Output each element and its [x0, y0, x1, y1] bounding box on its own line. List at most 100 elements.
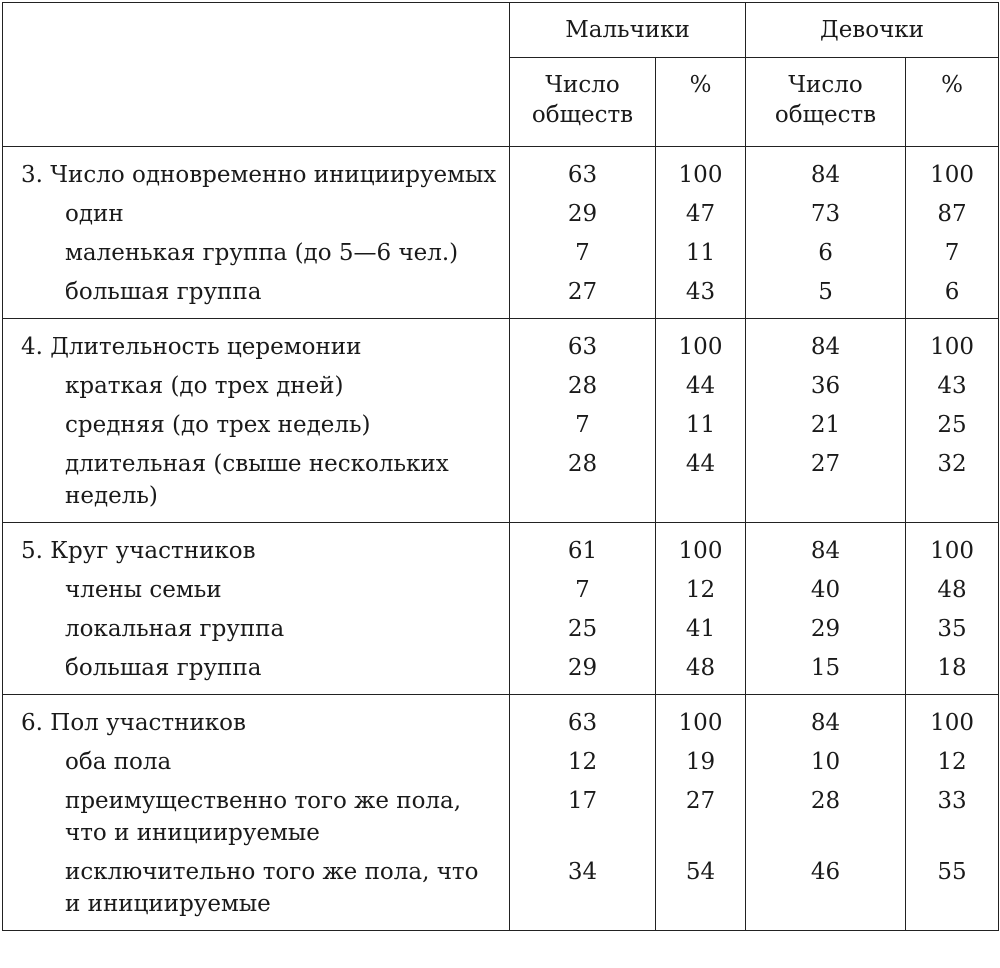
cell-boys-count: 28 [509, 445, 656, 523]
cell-girls-count: 10 [745, 743, 907, 782]
header-girls-count: Число обществ [745, 57, 907, 147]
cell-girls-count: 84 [745, 694, 907, 743]
cell-boys-count: 25 [509, 610, 656, 649]
row-label: краткая (до трех дней) [2, 367, 510, 406]
cell-boys-count: 7 [509, 406, 656, 445]
row-label: средняя (до трех недель) [2, 406, 510, 445]
cell-girls-percent: 87 [905, 195, 1000, 234]
cell-girls-count: 84 [745, 146, 907, 195]
cell-boys-count: 29 [509, 649, 656, 695]
cell-girls-count: 84 [745, 522, 907, 571]
row-label: преимущественно того же пола, что и иниц… [2, 782, 510, 853]
header-girls-percent: % [905, 57, 1000, 147]
cell-boys-percent: 100 [654, 146, 747, 195]
header-boys-percent: % [654, 57, 747, 147]
table-row: один 29 47 73 87 [2, 195, 1000, 234]
cell-boys-percent: 48 [654, 649, 747, 695]
cell-boys-percent: 12 [654, 571, 747, 610]
cell-girls-percent: 35 [905, 610, 1000, 649]
table-row: 4. Длительность церемонии 63 100 84 100 [2, 318, 1000, 367]
cell-girls-percent: 100 [905, 146, 1000, 195]
cell-girls-percent: 55 [905, 853, 1000, 931]
cell-girls-percent: 32 [905, 445, 1000, 523]
cell-girls-percent: 33 [905, 782, 1000, 853]
cell-girls-count: 27 [745, 445, 907, 523]
row-label: оба пола [2, 743, 510, 782]
cell-girls-count: 21 [745, 406, 907, 445]
cell-boys-count: 7 [509, 571, 656, 610]
cell-boys-percent: 11 [654, 234, 747, 273]
cell-girls-count: 46 [745, 853, 907, 931]
cell-girls-count: 6 [745, 234, 907, 273]
section-title: 6. Пол участников [2, 694, 510, 743]
table-row: 6. Пол участников 63 100 84 100 [2, 694, 1000, 743]
cell-girls-count: 15 [745, 649, 907, 695]
row-label: большая группа [2, 649, 510, 695]
row-label: длительная (свыше нескольких недель) [2, 445, 510, 523]
cell-boys-percent: 100 [654, 694, 747, 743]
header-girls: Девочки [745, 2, 1000, 58]
table-row: исключительно того же пола, что и иниции… [2, 853, 1000, 931]
table-row: маленькая группа (до 5—6 чел.) 7 11 6 7 [2, 234, 1000, 273]
cell-girls-percent: 100 [905, 694, 1000, 743]
cell-boys-count: 63 [509, 146, 656, 195]
row-label: исключительно того же пола, что и иниции… [2, 853, 510, 931]
cell-girls-percent: 25 [905, 406, 1000, 445]
cell-girls-count: 40 [745, 571, 907, 610]
cell-boys-percent: 19 [654, 743, 747, 782]
cell-girls-count: 36 [745, 367, 907, 406]
section-title: 5. Круг участников [2, 522, 510, 571]
header-boys-count: Число обществ [509, 57, 656, 147]
table-row: оба пола 12 19 10 12 [2, 743, 1000, 782]
cell-boys-count: 12 [509, 743, 656, 782]
cell-girls-percent: 6 [905, 273, 1000, 319]
cell-boys-percent: 44 [654, 367, 747, 406]
cell-boys-count: 34 [509, 853, 656, 931]
row-label: члены семьи [2, 571, 510, 610]
table-row: 5. Круг участников 61 100 84 100 [2, 522, 1000, 571]
header-row-groups: Мальчики Девочки [2, 2, 1000, 147]
cell-boys-count: 28 [509, 367, 656, 406]
cell-girls-percent: 100 [905, 522, 1000, 571]
cell-boys-count: 61 [509, 522, 656, 571]
header-empty-cell [2, 2, 510, 147]
cell-boys-count: 29 [509, 195, 656, 234]
cell-boys-percent: 27 [654, 782, 747, 853]
section-title: 3. Число одновременно инициируемых [2, 146, 510, 195]
table-row: преимущественно того же пола, что и иниц… [2, 782, 1000, 853]
cell-girls-percent: 43 [905, 367, 1000, 406]
row-label: один [2, 195, 510, 234]
cell-boys-count: 7 [509, 234, 656, 273]
cell-girls-percent: 18 [905, 649, 1000, 695]
table-row: члены семьи 7 12 40 48 [2, 571, 1000, 610]
row-label: локальная группа [2, 610, 510, 649]
cell-boys-percent: 43 [654, 273, 747, 319]
cell-boys-percent: 54 [654, 853, 747, 931]
cell-girls-count: 5 [745, 273, 907, 319]
data-table: Мальчики Девочки Число обществ % Число о… [2, 2, 1000, 931]
cell-girls-percent: 12 [905, 743, 1000, 782]
cell-boys-count: 63 [509, 694, 656, 743]
cell-boys-count: 63 [509, 318, 656, 367]
row-label: маленькая группа (до 5—6 чел.) [2, 234, 510, 273]
cell-girls-count: 84 [745, 318, 907, 367]
table-body: 3. Число одновременно инициируемых 63 100 8… [2, 146, 1000, 931]
table-row: 3. Число одновременно инициируемых 63 100 8… [2, 146, 1000, 195]
cell-boys-percent: 44 [654, 445, 747, 523]
cell-girls-percent: 100 [905, 318, 1000, 367]
cell-boys-percent: 100 [654, 318, 747, 367]
cell-boys-count: 27 [509, 273, 656, 319]
table-row: большая группа 27 43 5 6 [2, 273, 1000, 319]
table-row: длительная (свыше нескольких недель) 28 44… [2, 445, 1000, 523]
cell-boys-percent: 11 [654, 406, 747, 445]
cell-girls-percent: 7 [905, 234, 1000, 273]
cell-boys-percent: 100 [654, 522, 747, 571]
cell-girls-count: 29 [745, 610, 907, 649]
header-boys: Мальчики [508, 2, 747, 58]
cell-boys-percent: 47 [654, 195, 747, 234]
cell-girls-count: 28 [745, 782, 907, 853]
table-row: локальная группа 25 41 29 35 [2, 610, 1000, 649]
row-label: большая группа [2, 273, 510, 319]
cell-girls-count: 73 [745, 195, 907, 234]
table-row: большая группа 29 48 15 18 [2, 649, 1000, 695]
